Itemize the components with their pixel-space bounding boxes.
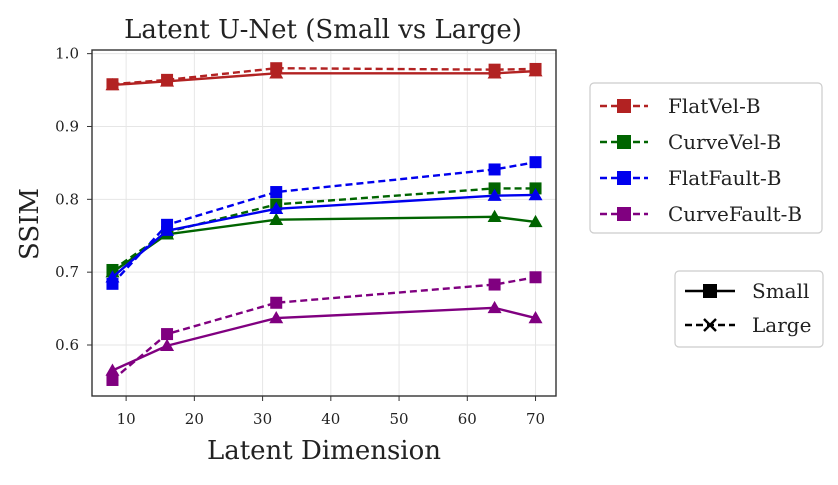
point-curvefault-b-large [106,373,119,386]
legend-marker-square [617,135,631,149]
grid-lines [92,50,556,396]
plot-frame [91,49,557,397]
point-flatvel-b-large [270,62,283,75]
point-flatfault-b-small [528,187,543,201]
series-line-flatvel-b-small [112,69,536,87]
x-tick-label: 20 [185,410,204,428]
x-axis-ticks: 10 20 30 40 50 60 70 [117,396,545,428]
point-flatvel-b-large [106,78,119,91]
point-flatvel-b-large [488,63,501,76]
point-curvefault-b-large [488,278,501,291]
point-curvefault-b-small [105,363,120,376]
legend-marker-square [617,207,631,221]
point-flatfault-b-large [270,186,283,199]
legend-marker-square [703,284,717,298]
series-line-curvevel-b-small [111,215,536,274]
point-curvefault-b-large [161,328,174,341]
legend-datasets-items: FlatVel-B CurveVel-B FlatFault-B CurveFault… [600,94,802,226]
point-curvefault-b-large [270,296,283,309]
series-line-flatfault-b-large [111,160,536,285]
legend-styles-items: Small Large [685,279,811,337]
legend-label: FlatFault-B [668,166,781,190]
legend-label: Small [752,279,809,303]
legend-label: Large [752,313,811,337]
series-line-flatvel-b-large [112,67,536,86]
legend-label: CurveFault-B [668,202,802,226]
point-curvevel-b-small [269,212,284,225]
legend-datasets: FlatVel-B CurveVel-B FlatFault-B CurveFault… [589,82,823,234]
point-flatvel-b-large [529,62,542,75]
y-tick-label: 0.9 [55,117,79,135]
series-line-curvefault-b-large [111,276,536,381]
series-line-flatfault-b-small [111,193,536,279]
point-curvefault-b-small [160,338,175,351]
x-tick-label: 50 [390,410,409,428]
x-tick-label: 30 [253,410,272,428]
x-tick-label: 70 [526,410,545,428]
legend-styles: Small Large [674,270,824,348]
point-flatfault-b-large [161,218,174,231]
y-tick-label: 0.6 [55,336,79,354]
legend-label: FlatVel-B [668,94,761,118]
x-axis-title: Latent Dimension [207,436,441,466]
point-curvefault-b-small [269,311,284,324]
point-flatvel-b-large [161,73,174,86]
point-flatfault-b-large [529,156,542,169]
legend-datasets-box [589,82,823,234]
chart-title: Latent U-Net (Small vs Large) [124,15,522,45]
point-curvevel-b-small [487,209,502,223]
y-axis-ticks: 0.6 0.7 0.8 0.9 1.0 [55,45,92,354]
x-tick-label: 10 [117,410,136,428]
point-curvevel-b-large [488,182,501,195]
y-tick-label: 1.0 [55,45,79,63]
point-flatfault-b-large [106,277,119,290]
series-line-curvefault-b-small [111,306,536,372]
series-layer [105,62,543,386]
legend-label: CurveVel-B [668,130,781,154]
point-curvevel-b-large [106,263,119,276]
x-tick-label: 60 [458,410,477,428]
point-curvefault-b-small [528,311,543,324]
y-tick-label: 0.8 [55,190,79,208]
legend-marker-square [617,171,631,185]
point-flatfault-b-small [269,201,284,215]
point-flatfault-b-large [488,163,501,176]
legend-marker-x [703,318,717,332]
point-flatfault-b-small [487,188,502,201]
x-tick-label: 40 [321,410,340,428]
point-curvevel-b-small [528,214,543,228]
y-axis-title: SSIM [15,188,45,260]
point-curvefault-b-large [529,271,542,284]
y-tick-label: 0.7 [55,263,79,281]
point-curvefault-b-small [487,300,502,314]
legend-marker-square [617,99,631,113]
